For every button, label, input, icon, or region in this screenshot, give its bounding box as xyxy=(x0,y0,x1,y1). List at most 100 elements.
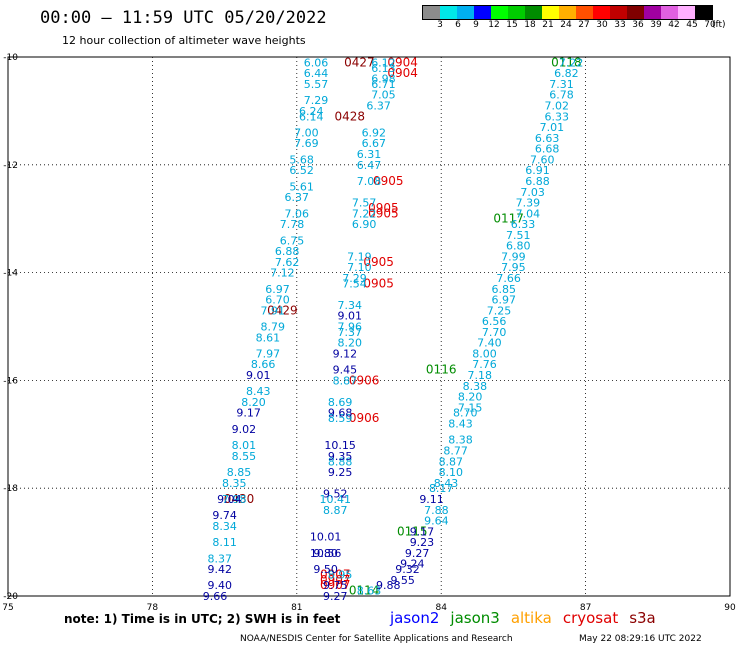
color-swatch xyxy=(474,6,491,19)
data-point-label: 8.66 xyxy=(251,358,276,371)
color-swatch xyxy=(440,6,457,19)
color-swatch xyxy=(661,6,678,19)
data-point-label: 6.97 xyxy=(265,283,290,296)
data-point-label: 0427 xyxy=(344,55,375,69)
data-point-label: 5.68 xyxy=(289,153,314,166)
color-swatch xyxy=(627,6,644,19)
x-tick-label: 75 xyxy=(2,603,13,613)
data-point-label: 8.35 xyxy=(222,477,247,490)
x-tick-label: 87 xyxy=(580,603,591,613)
data-point-label: 6.82 xyxy=(554,67,579,80)
data-point-label: 0429 xyxy=(267,303,298,317)
color-scale-tick: 70 xyxy=(704,20,716,30)
data-point-label: 6.70 xyxy=(265,294,290,307)
data-point-label: 8.95 xyxy=(328,568,353,581)
satellite-legend-jason2: jason2 xyxy=(390,609,440,627)
data-point-label: 8.43 xyxy=(434,477,459,490)
data-point-label: 7.76 xyxy=(472,358,497,371)
data-point-label: 9.64 xyxy=(424,515,449,528)
data-point-label: 0906 xyxy=(349,411,380,425)
data-point-label: 6.12 xyxy=(371,56,396,69)
data-point-label: 0117 xyxy=(493,212,524,226)
color-swatch xyxy=(695,6,712,19)
footer-credit: NOAA/NESDIS Center for Satellite Applica… xyxy=(240,634,513,644)
note-text: note: 1) Time is in UTC; 2) SWH is in fe… xyxy=(64,612,341,626)
color-scale-tick: 3 xyxy=(437,20,443,30)
data-point-label: 7.02 xyxy=(544,100,569,113)
data-point-label: 10.41 xyxy=(320,493,352,506)
data-point-label: 0114 xyxy=(349,584,380,598)
data-point-label: 0905 xyxy=(363,276,394,290)
data-point-label: 6.63 xyxy=(535,132,560,145)
data-point-label: 6.97 xyxy=(492,294,517,307)
y-tick-label: -10 xyxy=(3,53,18,63)
data-point-label: 7.03 xyxy=(520,186,545,199)
color-swatch xyxy=(678,6,695,19)
satellite-legend-jason3: jason3 xyxy=(450,609,500,627)
color-scale-tick: 6 xyxy=(455,20,461,30)
data-point-label: 6.75 xyxy=(280,234,305,247)
data-point-label: 8.87 xyxy=(323,504,348,517)
data-point-label: 7.29 xyxy=(342,272,367,285)
color-scale-unit: (ft) xyxy=(712,20,726,30)
data-point-label: 0428 xyxy=(334,109,365,123)
data-point-label: 9.40 xyxy=(208,579,233,592)
satellite-legend-s3a: s3a xyxy=(629,609,656,627)
data-point-label: 9.01 xyxy=(246,369,271,382)
data-point-label: 7.40 xyxy=(477,337,502,350)
data-point-label: 8.70 xyxy=(453,407,478,420)
data-point-label: 8.59 xyxy=(328,412,353,425)
data-point-label: 0115 xyxy=(397,524,428,538)
data-point-label: 0118 xyxy=(551,55,582,69)
color-scale-tick: 18 xyxy=(524,20,536,30)
data-point-label: 8.63 xyxy=(357,585,382,598)
color-scale-tick: 21 xyxy=(542,20,554,30)
data-point-label: 6.37 xyxy=(366,100,391,113)
data-point-label: 6.90 xyxy=(352,218,377,231)
data-point-label: 0905 xyxy=(373,174,404,188)
data-point-label: 8.88 xyxy=(328,455,353,468)
data-point-label: 6.33 xyxy=(511,218,536,231)
data-point-label: 8.17 xyxy=(429,482,454,495)
data-point-label: 7.70 xyxy=(482,326,507,339)
data-point-label: 9.88 xyxy=(376,579,401,592)
color-scale-tick: 45 xyxy=(686,20,698,30)
color-swatch xyxy=(576,6,593,19)
data-point-label: 8.77 xyxy=(443,444,468,457)
data-point-label: 9.45 xyxy=(333,364,358,377)
data-point-label: 7.95 xyxy=(501,261,526,274)
color-swatch xyxy=(423,6,440,19)
data-point-label: 7.25 xyxy=(487,304,512,317)
data-point-label: 9.66 xyxy=(203,590,228,603)
data-point-label: 6.80 xyxy=(506,240,531,253)
satellite-legend-cryosat: cryosat xyxy=(562,609,619,627)
data-point-label: 0904 xyxy=(387,66,418,80)
data-point-label: 5.61 xyxy=(289,180,314,193)
data-point-label: 6.13 xyxy=(371,62,396,75)
data-point-label: 6.68 xyxy=(535,143,560,156)
data-point-label: 7.78 xyxy=(280,218,305,231)
data-point-label: 6.47 xyxy=(357,159,382,172)
data-point-label: 6.98 xyxy=(371,73,396,86)
data-point-label: 8.11 xyxy=(212,536,237,549)
data-point-label: 8.43 xyxy=(448,418,473,431)
data-point-label: 7.05 xyxy=(371,89,396,102)
data-point-label: 7.04 xyxy=(516,207,541,220)
data-point-label: 6.31 xyxy=(357,148,382,161)
data-point-label: 9.04 xyxy=(217,493,242,506)
data-point-label: 9.27 xyxy=(323,590,348,603)
data-point-label: 7.97 xyxy=(256,347,281,360)
data-point-label: 6.78 xyxy=(549,89,574,102)
data-point-label: 9.17 xyxy=(410,525,435,538)
data-point-label: 7.08 xyxy=(357,175,382,188)
data-point-label: 8.55 xyxy=(232,450,257,463)
x-tick-label: 78 xyxy=(147,603,159,613)
data-point-label: 0905 xyxy=(368,201,399,215)
color-scale-tick: 27 xyxy=(578,20,590,30)
data-point-label: 6.92 xyxy=(362,126,387,139)
data-point-label: 6.44 xyxy=(304,67,329,80)
data-point-label: 0907 xyxy=(320,567,351,581)
y-tick-label: -14 xyxy=(3,269,18,279)
data-point-label: 7.34 xyxy=(337,299,362,312)
